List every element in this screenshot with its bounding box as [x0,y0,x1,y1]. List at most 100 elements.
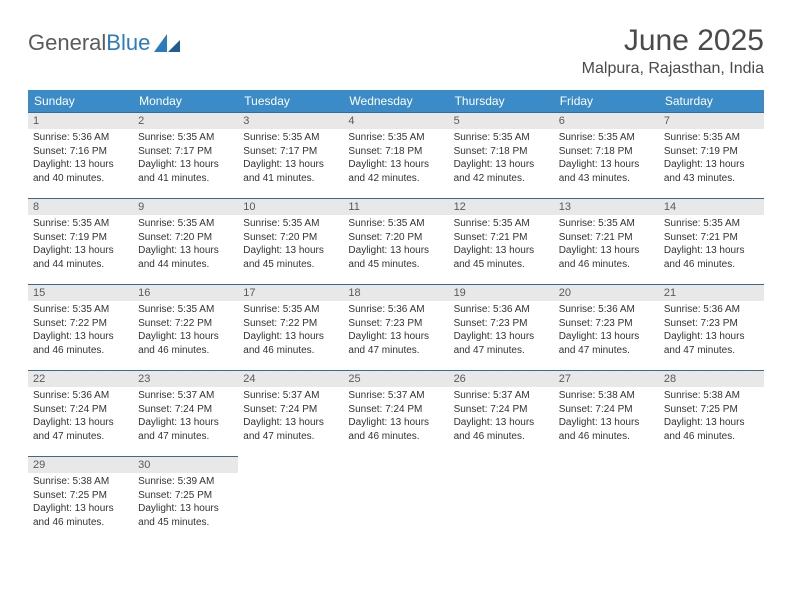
month-title: June 2025 [582,24,764,58]
day-data: Sunrise: 5:35 AMSunset: 7:22 PMDaylight:… [133,301,238,361]
calendar-cell: 4Sunrise: 5:35 AMSunset: 7:18 PMDaylight… [343,113,448,199]
day-data: Sunrise: 5:39 AMSunset: 7:25 PMDaylight:… [133,473,238,533]
calendar-table: SundayMondayTuesdayWednesdayThursdayFrid… [28,90,764,543]
day-number: 21 [659,285,764,301]
day-number: 3 [238,113,343,129]
day-data: Sunrise: 5:36 AMSunset: 7:23 PMDaylight:… [343,301,448,361]
day-number: 7 [659,113,764,129]
calendar-cell [449,457,554,543]
location: Malpura, Rajasthan, India [582,60,764,78]
calendar-cell: 16Sunrise: 5:35 AMSunset: 7:22 PMDayligh… [133,285,238,371]
calendar-cell: 10Sunrise: 5:35 AMSunset: 7:20 PMDayligh… [238,199,343,285]
day-number: 11 [343,199,448,215]
day-number: 30 [133,457,238,473]
day-data: Sunrise: 5:38 AMSunset: 7:25 PMDaylight:… [659,387,764,447]
weekday-header: Sunday [28,90,133,113]
calendar-cell: 6Sunrise: 5:35 AMSunset: 7:18 PMDaylight… [554,113,659,199]
calendar-cell: 27Sunrise: 5:38 AMSunset: 7:24 PMDayligh… [554,371,659,457]
calendar-cell: 17Sunrise: 5:35 AMSunset: 7:22 PMDayligh… [238,285,343,371]
day-data: Sunrise: 5:35 AMSunset: 7:17 PMDaylight:… [133,129,238,189]
day-data: Sunrise: 5:35 AMSunset: 7:20 PMDaylight:… [238,215,343,275]
calendar-cell: 30Sunrise: 5:39 AMSunset: 7:25 PMDayligh… [133,457,238,543]
day-number: 24 [238,371,343,387]
logo-text-1: General [28,30,106,56]
header: GeneralBlue June 2025 Malpura, Rajasthan… [28,24,764,78]
calendar-cell: 12Sunrise: 5:35 AMSunset: 7:21 PMDayligh… [449,199,554,285]
day-data: Sunrise: 5:35 AMSunset: 7:18 PMDaylight:… [343,129,448,189]
day-number: 6 [554,113,659,129]
calendar-cell: 9Sunrise: 5:35 AMSunset: 7:20 PMDaylight… [133,199,238,285]
calendar-cell: 8Sunrise: 5:35 AMSunset: 7:19 PMDaylight… [28,199,133,285]
calendar-cell: 15Sunrise: 5:35 AMSunset: 7:22 PMDayligh… [28,285,133,371]
day-data: Sunrise: 5:37 AMSunset: 7:24 PMDaylight:… [133,387,238,447]
weekday-header: Monday [133,90,238,113]
calendar-cell: 29Sunrise: 5:38 AMSunset: 7:25 PMDayligh… [28,457,133,543]
weekday-header: Saturday [659,90,764,113]
day-data: Sunrise: 5:36 AMSunset: 7:23 PMDaylight:… [659,301,764,361]
day-number: 28 [659,371,764,387]
day-number: 9 [133,199,238,215]
day-number: 5 [449,113,554,129]
calendar-cell: 11Sunrise: 5:35 AMSunset: 7:20 PMDayligh… [343,199,448,285]
day-data: Sunrise: 5:35 AMSunset: 7:22 PMDaylight:… [28,301,133,361]
day-number: 2 [133,113,238,129]
day-data: Sunrise: 5:35 AMSunset: 7:21 PMDaylight:… [659,215,764,275]
day-data: Sunrise: 5:35 AMSunset: 7:19 PMDaylight:… [28,215,133,275]
day-data: Sunrise: 5:35 AMSunset: 7:20 PMDaylight:… [343,215,448,275]
day-data: Sunrise: 5:37 AMSunset: 7:24 PMDaylight:… [343,387,448,447]
day-number: 27 [554,371,659,387]
day-number: 19 [449,285,554,301]
day-number: 17 [238,285,343,301]
calendar-cell: 25Sunrise: 5:37 AMSunset: 7:24 PMDayligh… [343,371,448,457]
day-number: 16 [133,285,238,301]
calendar-cell [554,457,659,543]
calendar-cell: 28Sunrise: 5:38 AMSunset: 7:25 PMDayligh… [659,371,764,457]
day-number: 13 [554,199,659,215]
day-data: Sunrise: 5:35 AMSunset: 7:21 PMDaylight:… [449,215,554,275]
day-number: 20 [554,285,659,301]
day-data: Sunrise: 5:35 AMSunset: 7:18 PMDaylight:… [449,129,554,189]
calendar-cell [238,457,343,543]
weekday-header: Friday [554,90,659,113]
day-data: Sunrise: 5:36 AMSunset: 7:16 PMDaylight:… [28,129,133,189]
day-data: Sunrise: 5:35 AMSunset: 7:21 PMDaylight:… [554,215,659,275]
calendar-cell: 23Sunrise: 5:37 AMSunset: 7:24 PMDayligh… [133,371,238,457]
day-data: Sunrise: 5:35 AMSunset: 7:20 PMDaylight:… [133,215,238,275]
day-data: Sunrise: 5:36 AMSunset: 7:23 PMDaylight:… [449,301,554,361]
day-number: 26 [449,371,554,387]
logo-text-2: Blue [106,30,150,56]
day-number: 10 [238,199,343,215]
day-number: 8 [28,199,133,215]
weekday-header: Wednesday [343,90,448,113]
weekday-header: Tuesday [238,90,343,113]
day-number: 23 [133,371,238,387]
calendar-cell: 20Sunrise: 5:36 AMSunset: 7:23 PMDayligh… [554,285,659,371]
day-data: Sunrise: 5:36 AMSunset: 7:23 PMDaylight:… [554,301,659,361]
day-number: 1 [28,113,133,129]
day-number: 14 [659,199,764,215]
calendar-cell [659,457,764,543]
calendar-cell: 26Sunrise: 5:37 AMSunset: 7:24 PMDayligh… [449,371,554,457]
calendar-cell: 22Sunrise: 5:36 AMSunset: 7:24 PMDayligh… [28,371,133,457]
logo-sail-icon [154,34,180,52]
calendar-cell: 7Sunrise: 5:35 AMSunset: 7:19 PMDaylight… [659,113,764,199]
day-data: Sunrise: 5:37 AMSunset: 7:24 PMDaylight:… [449,387,554,447]
calendar-cell: 21Sunrise: 5:36 AMSunset: 7:23 PMDayligh… [659,285,764,371]
calendar-cell [343,457,448,543]
day-data: Sunrise: 5:36 AMSunset: 7:24 PMDaylight:… [28,387,133,447]
day-data: Sunrise: 5:38 AMSunset: 7:25 PMDaylight:… [28,473,133,533]
calendar-cell: 5Sunrise: 5:35 AMSunset: 7:18 PMDaylight… [449,113,554,199]
calendar-cell: 3Sunrise: 5:35 AMSunset: 7:17 PMDaylight… [238,113,343,199]
day-number: 18 [343,285,448,301]
calendar-cell: 24Sunrise: 5:37 AMSunset: 7:24 PMDayligh… [238,371,343,457]
day-data: Sunrise: 5:35 AMSunset: 7:17 PMDaylight:… [238,129,343,189]
day-number: 4 [343,113,448,129]
calendar-cell: 18Sunrise: 5:36 AMSunset: 7:23 PMDayligh… [343,285,448,371]
calendar-cell: 14Sunrise: 5:35 AMSunset: 7:21 PMDayligh… [659,199,764,285]
calendar-cell: 19Sunrise: 5:36 AMSunset: 7:23 PMDayligh… [449,285,554,371]
day-number: 15 [28,285,133,301]
weekday-header: Thursday [449,90,554,113]
calendar-cell: 2Sunrise: 5:35 AMSunset: 7:17 PMDaylight… [133,113,238,199]
day-data: Sunrise: 5:35 AMSunset: 7:18 PMDaylight:… [554,129,659,189]
day-number: 22 [28,371,133,387]
